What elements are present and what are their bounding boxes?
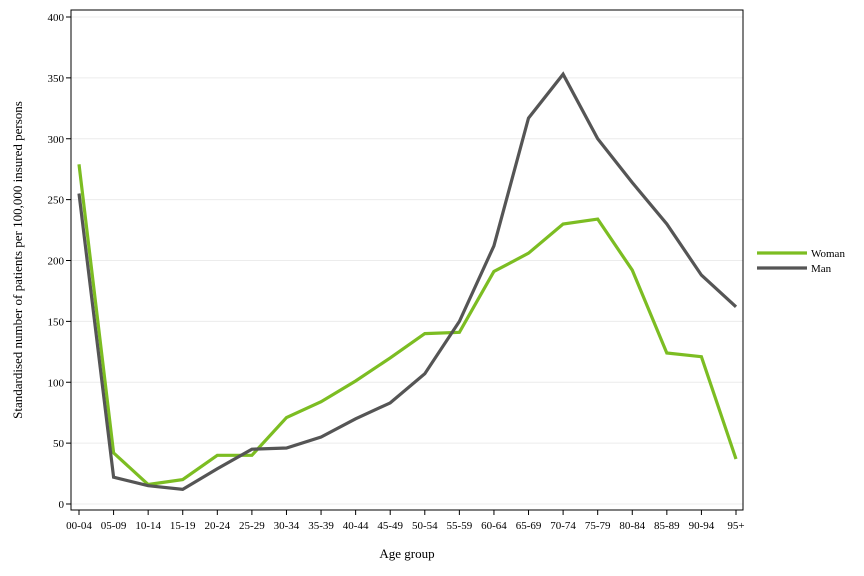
x-tick-label: 35-39 bbox=[308, 520, 334, 532]
x-tick-label: 40-44 bbox=[343, 520, 369, 532]
x-tick-label: 90-94 bbox=[689, 520, 715, 532]
y-axis: 0 50 100 150 200 250 300 350 400 bbox=[48, 12, 71, 511]
x-tick-label: 00-04 bbox=[66, 520, 92, 532]
y-tick-label: 250 bbox=[48, 195, 65, 207]
legend-label-man: Man bbox=[811, 263, 832, 275]
x-tick-label: 50-54 bbox=[412, 520, 438, 532]
legend: Woman Man bbox=[757, 248, 845, 275]
y-tick-label: 150 bbox=[48, 316, 65, 328]
y-tick-label: 100 bbox=[48, 377, 65, 389]
x-tick-label: 15-19 bbox=[170, 520, 196, 532]
y-tick-label: 50 bbox=[53, 438, 65, 450]
y-tick-label: 400 bbox=[48, 12, 65, 24]
x-tick-label: 25-29 bbox=[239, 520, 265, 532]
x-tick-label: 20-24 bbox=[204, 520, 230, 532]
x-tick-label: 55-59 bbox=[447, 520, 473, 532]
x-axis-title: Age group bbox=[379, 546, 434, 561]
series-lines bbox=[77, 71, 738, 492]
x-tick-label: 85-89 bbox=[654, 520, 680, 532]
series-line-woman bbox=[77, 164, 738, 487]
y-tick-label: 350 bbox=[48, 73, 65, 85]
gridlines bbox=[71, 16, 743, 505]
x-tick-label: 60-64 bbox=[481, 520, 507, 532]
x-tick-label: 80-84 bbox=[619, 520, 645, 532]
x-tick-label: 05-09 bbox=[101, 520, 127, 532]
x-tick-label: 70-74 bbox=[550, 520, 576, 532]
x-tick-label: 45-49 bbox=[377, 520, 403, 532]
y-axis-title: Standardised number of patients per 100,… bbox=[10, 101, 25, 419]
y-tick-label: 300 bbox=[48, 134, 65, 146]
x-tick-label: 65-69 bbox=[516, 520, 542, 532]
x-axis: 00-04 05-09 10-14 15-19 20-24 25-29 30-34 35-39… bbox=[66, 510, 745, 532]
x-tick-label: 95+ bbox=[727, 520, 744, 532]
series-line-man bbox=[77, 71, 738, 492]
x-tick-label: 30-34 bbox=[274, 520, 300, 532]
y-tick-label: 0 bbox=[59, 499, 65, 511]
x-tick-label: 10-14 bbox=[135, 520, 161, 532]
y-tick-label: 200 bbox=[48, 256, 65, 268]
legend-label-woman: Woman bbox=[811, 248, 845, 260]
x-tick-label: 75-79 bbox=[585, 520, 611, 532]
